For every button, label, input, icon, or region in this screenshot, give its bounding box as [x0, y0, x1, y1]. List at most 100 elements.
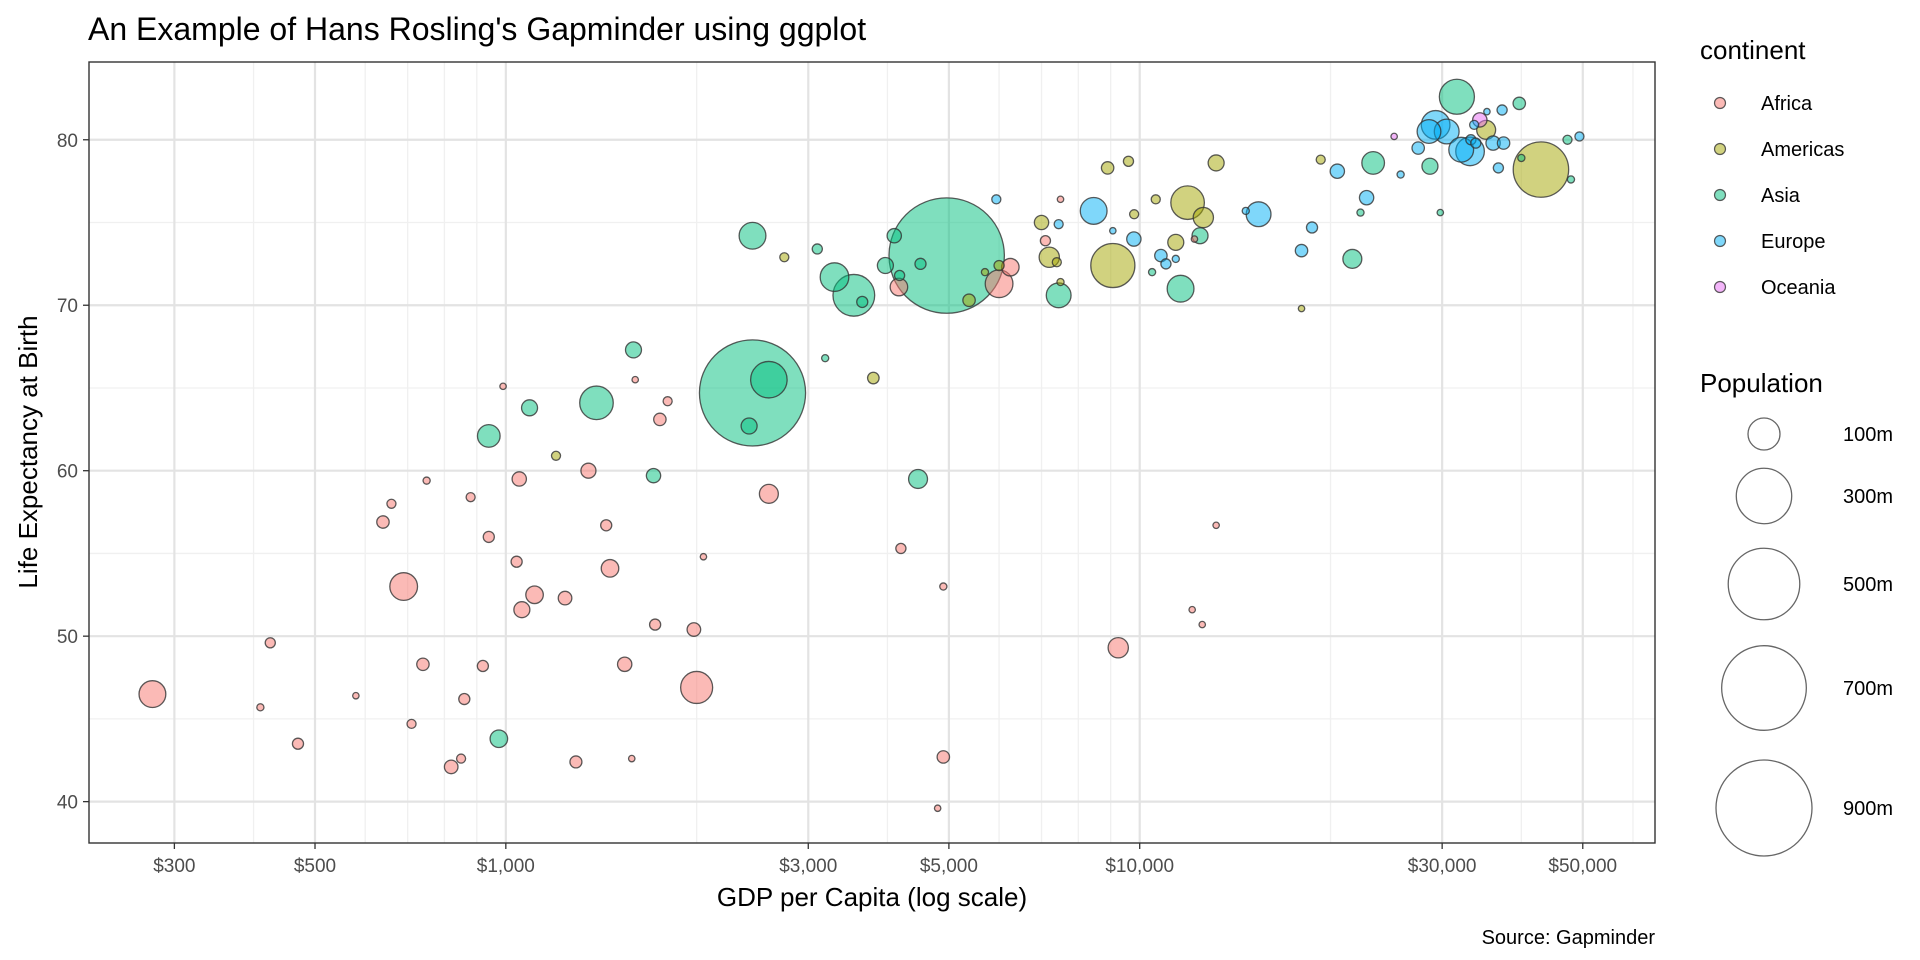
x-axis-label: GDP per Capita (log scale): [717, 882, 1027, 912]
bubble-africa: [653, 412, 667, 427]
bubble-americas: [1033, 214, 1050, 231]
bubble-africa: [600, 558, 620, 578]
size-label-500m: 500m: [1843, 574, 1893, 596]
bubble-africa: [513, 601, 531, 619]
bubble-europe: [1171, 254, 1181, 264]
y-tick-label: 60: [57, 462, 78, 483]
bubble-africa: [1039, 234, 1052, 247]
bubble-africa: [627, 754, 636, 763]
size-key-300m: [1735, 467, 1793, 525]
bubble-asia: [914, 257, 927, 271]
bubble-africa: [525, 585, 544, 605]
x-tick-label: $300: [153, 856, 195, 877]
bubble-africa: [416, 657, 430, 672]
bubble-asia: [1517, 153, 1526, 163]
bubble-europe: [1241, 206, 1250, 216]
bubble-africa: [936, 750, 951, 764]
bubble-asia: [1147, 267, 1157, 277]
bubble-asia: [1512, 96, 1527, 111]
bubble-africa: [895, 542, 907, 555]
bubble-africa: [679, 670, 714, 705]
size-legend: Population 100m 300m 500m 700m 900m: [1700, 368, 1893, 857]
bubble-americas: [1090, 242, 1136, 289]
bubble-africa: [455, 753, 467, 764]
bubble-americas: [1512, 141, 1570, 198]
bubble-asia: [876, 256, 895, 275]
bubble-asia: [489, 729, 509, 749]
grid-group: [89, 62, 1655, 843]
bubble-africa: [939, 582, 948, 591]
x-tick-label: $500: [294, 856, 336, 877]
bubble-africa: [264, 637, 276, 649]
bubble-europe: [1329, 163, 1346, 180]
x-tick-label: $30,000: [1408, 856, 1477, 877]
bubble-americas: [550, 450, 562, 461]
bubble-africa: [686, 622, 702, 637]
bubble-africa: [389, 572, 419, 602]
legend-key-europe: [1713, 234, 1727, 248]
bubble-africa: [699, 552, 708, 561]
bubble-africa: [422, 476, 431, 485]
legend-label-oceania: Oceania: [1761, 277, 1836, 299]
bubble-africa: [476, 659, 490, 673]
bubble-asia: [520, 399, 539, 417]
x-tick-label: $50,000: [1548, 856, 1617, 877]
bubble-asia: [820, 353, 830, 363]
color-legend-title: continent: [1700, 35, 1806, 65]
bubble-africa: [1056, 195, 1065, 204]
bubble-asia: [1356, 208, 1365, 217]
bubble-africa: [386, 498, 397, 509]
bubble-americas: [993, 259, 1005, 272]
size-key-500m: [1727, 547, 1801, 621]
bubble-africa: [662, 396, 673, 407]
bubble-africa: [511, 471, 528, 487]
size-key-100m: [1747, 417, 1781, 451]
legend-key-africa: [1713, 96, 1727, 110]
bubble-americas: [1056, 277, 1065, 287]
bubble-asia: [886, 227, 903, 244]
bubble-americas: [1297, 304, 1306, 313]
bubble-africa: [510, 555, 523, 568]
bubble-asia: [893, 269, 906, 282]
x-tick-label: $10,000: [1105, 856, 1174, 877]
bubble-asia: [1166, 274, 1195, 303]
bubble-asia: [1562, 134, 1573, 145]
legend-label-americas: Americas: [1761, 139, 1844, 161]
x-tick-label: $5,000: [920, 856, 978, 877]
bubble-asia: [819, 262, 850, 293]
bubble-asia: [811, 243, 824, 255]
bubble-asia: [1438, 78, 1476, 115]
panel-background: [89, 62, 1655, 843]
bubble-asia: [856, 295, 869, 309]
bubble-africa: [465, 492, 476, 503]
y-tick-label: 50: [57, 627, 78, 648]
bubble-americas: [779, 252, 790, 263]
bubble-americas: [1128, 209, 1140, 220]
bubble-europe: [1496, 104, 1508, 116]
bubble-oceania: [1390, 132, 1398, 141]
legend-key-asia: [1713, 188, 1727, 202]
bubble-europe: [1108, 226, 1117, 235]
bubble-africa: [376, 515, 390, 529]
legend-label-africa: Africa: [1761, 93, 1813, 115]
bubble-africa: [256, 703, 265, 712]
color-legend: continent Africa Americas Asia Europe Oceani…: [1700, 35, 1844, 299]
bubble-africa: [458, 692, 471, 706]
bubble-europe: [1294, 243, 1309, 258]
bubble-africa: [631, 375, 640, 384]
legend-key-oceania: [1713, 280, 1727, 294]
bubble-asia: [1436, 208, 1445, 217]
bubble-asia: [888, 197, 1006, 314]
bubble-africa: [600, 519, 613, 532]
bubble-asia: [1566, 175, 1576, 184]
bubble-europe: [1483, 107, 1491, 116]
bubble-africa: [616, 656, 633, 673]
bubble-africa: [648, 618, 662, 631]
bubble-africa: [482, 530, 495, 544]
bubble-americas: [962, 293, 976, 308]
bubble-americas: [1150, 194, 1161, 205]
bubble-europe: [1358, 189, 1375, 206]
bubble-asia: [738, 221, 767, 250]
size-label-100m: 100m: [1843, 424, 1893, 446]
